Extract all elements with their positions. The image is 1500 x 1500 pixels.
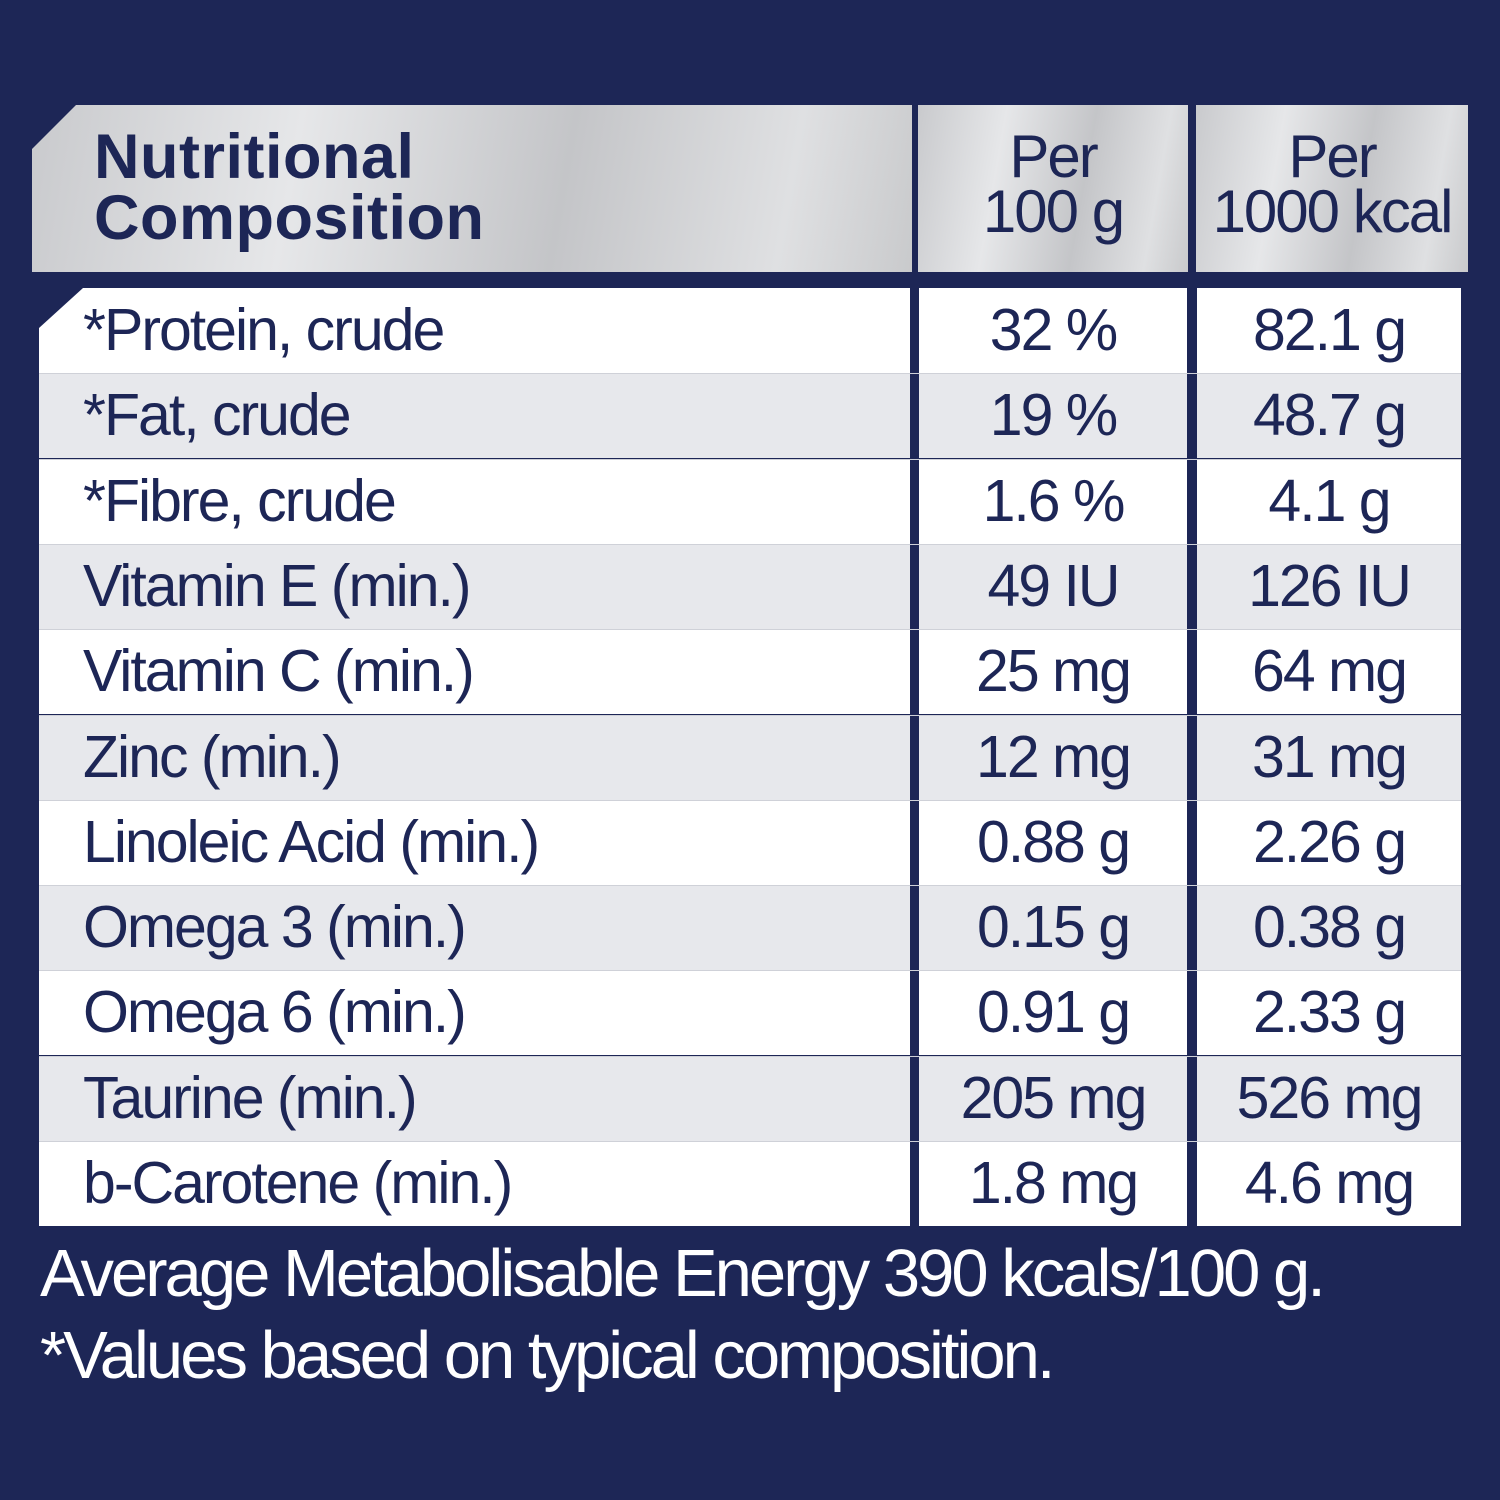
table-row: Linoleic Acid (min.) 0.88 g 2.26 g bbox=[39, 799, 1461, 885]
table-row: Omega 6 (min.) 0.91 g 2.33 g bbox=[39, 970, 1461, 1056]
table-row: Vitamin C (min.) 25 mg 64 mg bbox=[39, 629, 1461, 715]
value-per-1000kcal: 2.26 g bbox=[1197, 799, 1461, 885]
nutrient-name: Omega 3 (min.) bbox=[39, 885, 910, 971]
value-per-1000kcal: 4.1 g bbox=[1197, 458, 1461, 544]
value-per-1000kcal: 48.7 g bbox=[1197, 373, 1461, 459]
table-row: Zinc (min.) 12 mg 31 mg bbox=[39, 714, 1461, 800]
table-row: *Protein, crude 32 % 82.1 g bbox=[39, 288, 1461, 373]
energy-note: Average Metabolisable Energy 390 kcals/1… bbox=[40, 1236, 1326, 1311]
footnote: *Values based on typical composition. bbox=[40, 1318, 1056, 1393]
nutrient-name: Taurine (min.) bbox=[39, 1055, 910, 1141]
value-per-100g: 1.8 mg bbox=[919, 1141, 1187, 1226]
row-divider bbox=[39, 799, 1461, 801]
nutrient-name: *Fat, crude bbox=[39, 373, 910, 459]
value-per-1000kcal: 4.6 mg bbox=[1197, 1141, 1461, 1226]
table-row: Omega 3 (min.) 0.15 g 0.38 g bbox=[39, 885, 1461, 971]
header-per-100g: Per 100 g bbox=[918, 105, 1188, 272]
value-per-100g: 12 mg bbox=[919, 714, 1187, 800]
nutrient-name: *Protein, crude bbox=[39, 288, 910, 373]
table-row: Vitamin E (min.) 49 IU 126 IU bbox=[39, 543, 1461, 629]
nutrient-name: b-Carotene (min.) bbox=[39, 1141, 910, 1226]
table-title: Nutritional Composition bbox=[94, 122, 485, 253]
nutrient-name: *Fibre, crude bbox=[39, 458, 910, 544]
value-per-100g: 0.91 g bbox=[919, 970, 1187, 1056]
row-divider bbox=[39, 629, 1461, 631]
value-per-1000kcal: 64 mg bbox=[1197, 629, 1461, 715]
value-per-1000kcal: 31 mg bbox=[1197, 714, 1461, 800]
table-row: b-Carotene (min.) 1.8 mg 4.6 mg bbox=[39, 1141, 1461, 1226]
value-per-100g: 0.88 g bbox=[919, 799, 1187, 885]
row-divider bbox=[39, 970, 1461, 972]
table-row: *Fibre, crude 1.6 % 4.1 g bbox=[39, 458, 1461, 544]
row-divider bbox=[39, 1141, 1461, 1142]
row-divider bbox=[39, 885, 1461, 887]
value-per-100g: 0.15 g bbox=[919, 885, 1187, 971]
value-per-1000kcal: 82.1 g bbox=[1197, 288, 1461, 373]
value-per-1000kcal: 2.33 g bbox=[1197, 970, 1461, 1056]
value-per-100g: 49 IU bbox=[919, 543, 1187, 629]
value-per-100g: 205 mg bbox=[919, 1055, 1187, 1141]
col2-header-line1: Per bbox=[1009, 123, 1098, 190]
row-divider bbox=[39, 1055, 1461, 1057]
value-per-100g: 32 % bbox=[919, 288, 1187, 373]
value-per-100g: 19 % bbox=[919, 373, 1187, 459]
col3-header-line1: Per bbox=[1288, 123, 1377, 190]
col3-header-line2: 1000 kcal bbox=[1212, 178, 1454, 245]
row-divider bbox=[39, 373, 1461, 375]
value-per-1000kcal: 526 mg bbox=[1197, 1055, 1461, 1141]
row-divider bbox=[39, 714, 1461, 716]
header-per-1000kcal: Per 1000 kcal bbox=[1196, 105, 1468, 272]
value-per-1000kcal: 0.38 g bbox=[1197, 885, 1461, 971]
value-per-1000kcal: 126 IU bbox=[1197, 543, 1461, 629]
value-per-100g: 25 mg bbox=[919, 629, 1187, 715]
row-divider bbox=[39, 458, 1461, 460]
col2-header-line2: 100 g bbox=[982, 178, 1125, 245]
nutrient-name: Omega 6 (min.) bbox=[39, 970, 910, 1056]
table-row: Taurine (min.) 205 mg 526 mg bbox=[39, 1055, 1461, 1141]
table-row: *Fat, crude 19 % 48.7 g bbox=[39, 373, 1461, 459]
header-title-cell: Nutritional Composition bbox=[32, 105, 912, 272]
nutrient-name: Zinc (min.) bbox=[39, 714, 910, 800]
nutrient-name: Vitamin E (min.) bbox=[39, 543, 910, 629]
nutrient-name: Vitamin C (min.) bbox=[39, 629, 910, 715]
title-line-2: Composition bbox=[94, 183, 485, 253]
title-line-1: Nutritional bbox=[94, 122, 415, 192]
nutrient-name: Linoleic Acid (min.) bbox=[39, 799, 910, 885]
row-divider bbox=[39, 543, 1461, 545]
value-per-100g: 1.6 % bbox=[919, 458, 1187, 544]
